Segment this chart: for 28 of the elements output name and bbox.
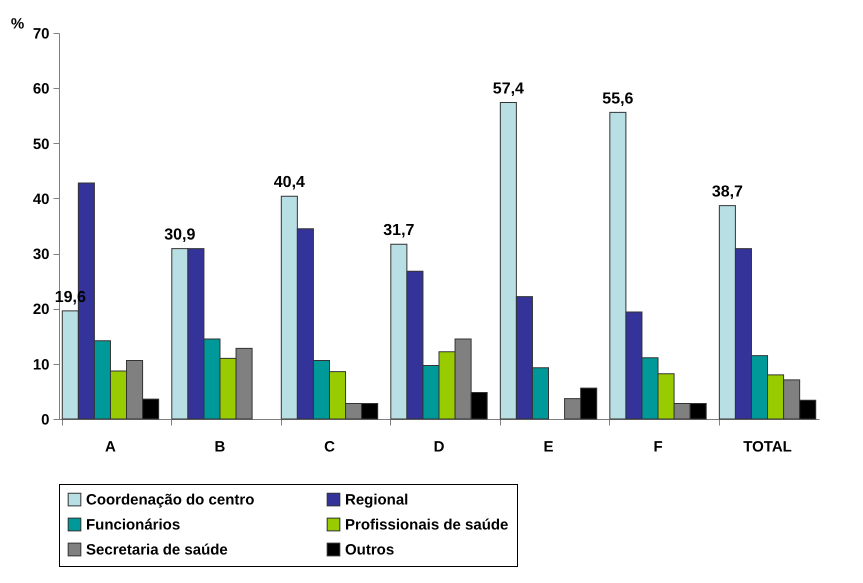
x-tick-label: F bbox=[653, 438, 663, 456]
data-label: 55,6 bbox=[602, 90, 634, 108]
data-label: 31,7 bbox=[383, 222, 415, 240]
y-tick-label: 20 bbox=[32, 301, 50, 318]
legend-label: Outros bbox=[345, 542, 394, 558]
legend-label: Coordenação do centro bbox=[86, 492, 254, 509]
legend-label: Funcionários bbox=[86, 516, 180, 534]
y-tick-label: 40 bbox=[32, 190, 50, 208]
data-label: 30,9 bbox=[164, 226, 196, 244]
x-tick-label: A bbox=[105, 438, 116, 456]
y-tick-label: 70 bbox=[32, 26, 50, 42]
y-tick-label: 10 bbox=[32, 356, 50, 374]
y-tick-label: 60 bbox=[32, 80, 50, 98]
x-tick-label: TOTAL bbox=[743, 438, 792, 456]
x-tick-label: B bbox=[214, 438, 226, 456]
data-label: 40,4 bbox=[274, 174, 306, 192]
legend-label: Regional bbox=[345, 492, 408, 509]
legend-label: Profissionais de saúde bbox=[345, 516, 508, 534]
data-label: 57,4 bbox=[492, 80, 524, 98]
y-tick-label: 50 bbox=[32, 136, 50, 153]
x-tick-label: C bbox=[324, 438, 336, 456]
data-label: 38,7 bbox=[712, 184, 744, 201]
y-tick-label: 30 bbox=[32, 246, 50, 264]
x-tick-label: E bbox=[544, 438, 554, 456]
legend-label: Secretaria de saúde bbox=[86, 542, 228, 558]
x-tick-label: D bbox=[434, 438, 445, 456]
y-axis-title: % bbox=[10, 16, 24, 32]
y-tick-label: 0 bbox=[41, 412, 50, 428]
